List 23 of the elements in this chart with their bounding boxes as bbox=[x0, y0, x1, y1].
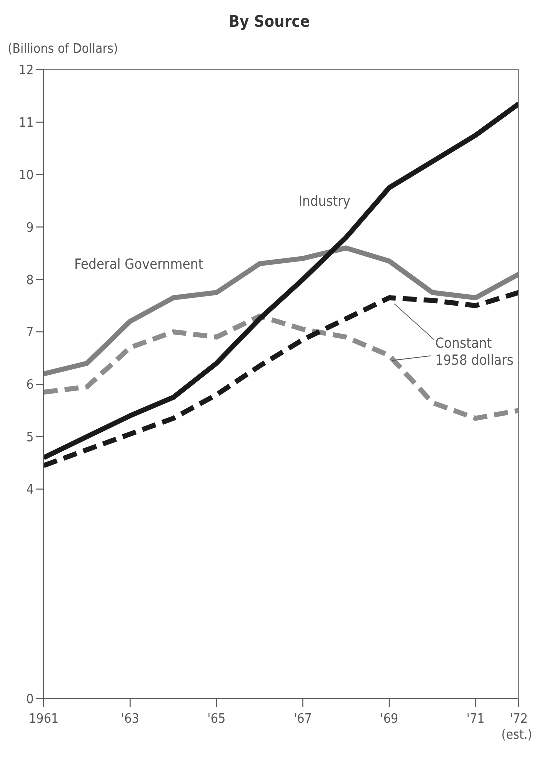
x-tick-label: '71 bbox=[466, 712, 485, 727]
x-tick-label: '65 bbox=[208, 712, 226, 727]
x-tick-label: 1961 bbox=[29, 712, 59, 727]
annotation: Constant 1958 dollars bbox=[435, 336, 514, 370]
y-axis-title: (Billions of Dollars) bbox=[8, 42, 118, 57]
x-tick-label: '72 bbox=[510, 712, 528, 727]
y-tick-label: 8 bbox=[26, 273, 34, 288]
chart-title: By Source bbox=[228, 12, 312, 31]
x-tick-label: '67 bbox=[294, 712, 312, 727]
y-tick-label: 9 bbox=[26, 220, 34, 236]
y-tick-label: 5 bbox=[26, 430, 34, 446]
series-label: Federal Government bbox=[74, 256, 204, 273]
y-tick-label: 11 bbox=[19, 116, 34, 132]
y-tick-label: 0 bbox=[26, 692, 34, 708]
y-tick-label: 12 bbox=[19, 64, 34, 79]
series-label: Industry bbox=[298, 194, 352, 210]
text: (est.) bbox=[502, 728, 532, 743]
y-tick-label: 7 bbox=[26, 326, 34, 341]
y-tick-label: 4 bbox=[26, 482, 34, 498]
x-tick-label: '69 bbox=[380, 712, 398, 727]
x-tick-label: '63 bbox=[121, 712, 140, 727]
y-tick-label: 10 bbox=[19, 168, 34, 184]
y-tick-label: 6 bbox=[26, 378, 34, 394]
